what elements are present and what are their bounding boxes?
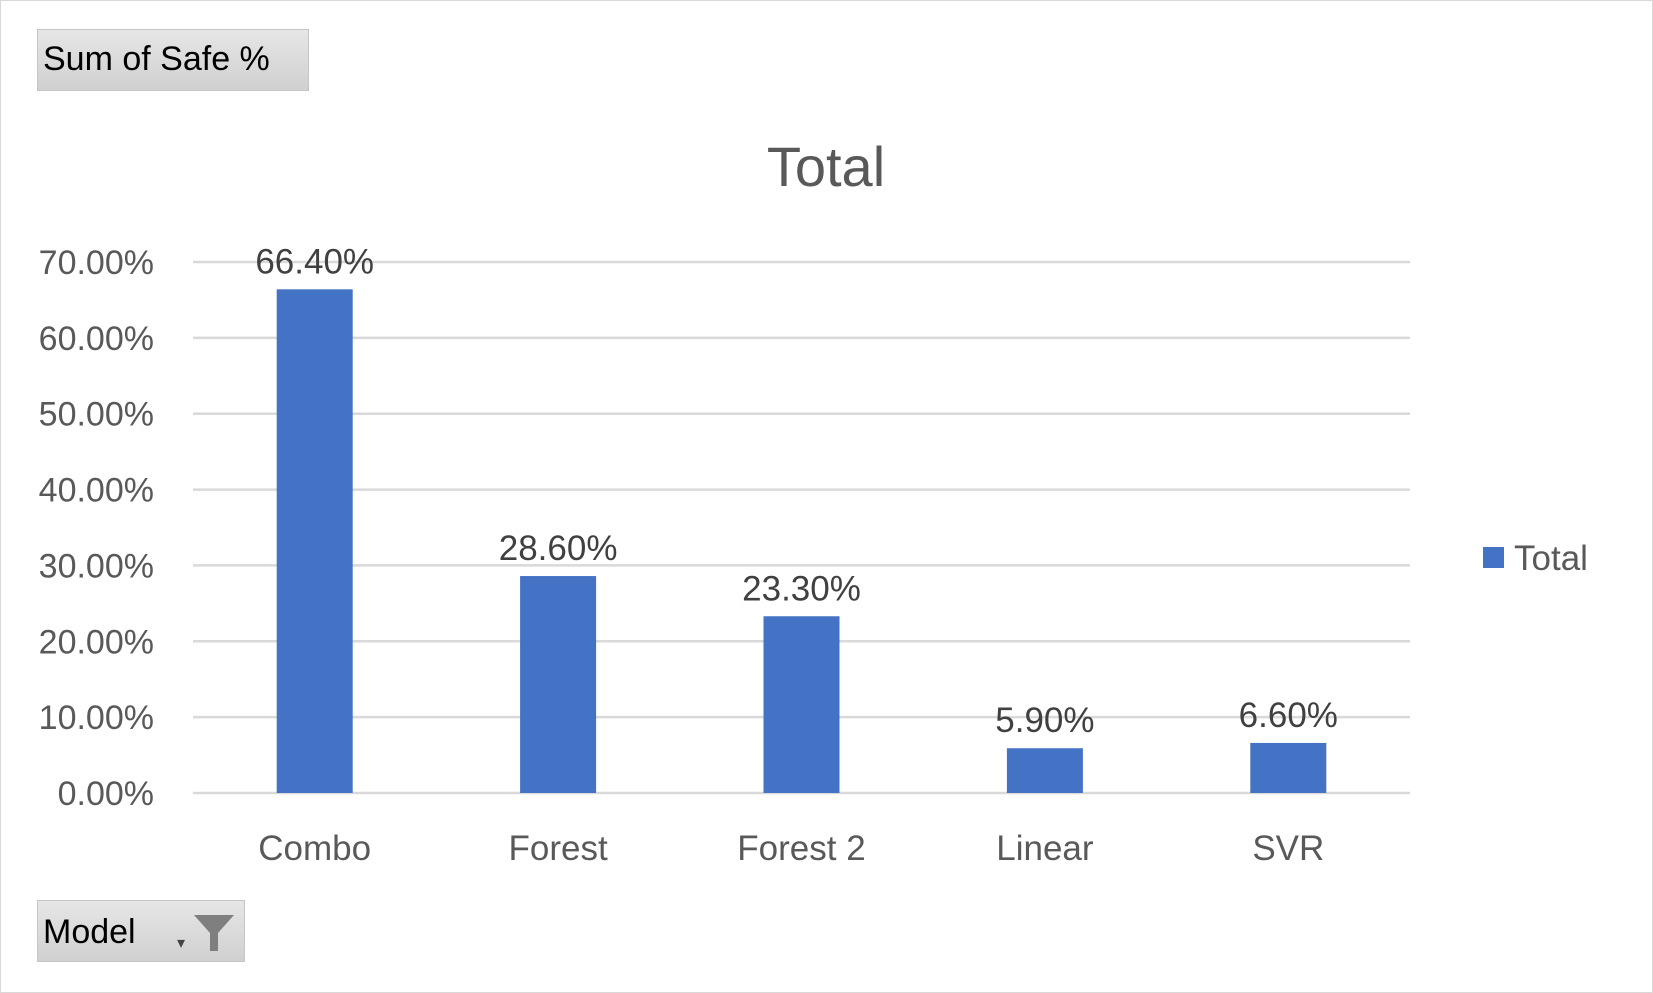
legend[interactable]: Total	[1483, 539, 1588, 578]
y-tick-label: 10.00%	[39, 699, 154, 737]
data-label: 28.60%	[499, 529, 618, 568]
legend-swatch	[1483, 547, 1504, 568]
y-tick-label: 20.00%	[39, 623, 154, 661]
y-tick-label: 70.00%	[39, 244, 154, 282]
category-label: SVR	[1252, 829, 1324, 868]
category-label: Combo	[258, 829, 371, 868]
axis-field-button[interactable]: Model ▾	[37, 900, 245, 962]
filter-icon[interactable]	[190, 913, 238, 953]
data-label: 6.60%	[1239, 696, 1338, 735]
bar[interactable]	[520, 576, 597, 793]
data-label: 23.30%	[742, 569, 861, 608]
axis-field-label: Model	[43, 913, 136, 951]
chart-title: Total	[767, 135, 885, 198]
dropdown-arrow-icon[interactable]: ▾	[177, 935, 186, 952]
value-field-button[interactable]: Sum of Safe %	[37, 29, 309, 91]
data-label: 5.90%	[995, 701, 1094, 740]
y-tick-label: 30.00%	[39, 547, 154, 585]
legend-label: Total	[1514, 539, 1588, 578]
y-tick-label: 60.00%	[39, 320, 154, 358]
y-tick-label: 0.00%	[58, 775, 154, 813]
category-label: Forest	[508, 829, 607, 868]
value-field-label: Sum of Safe %	[43, 40, 270, 78]
y-axis-tick-labels: 0.00% 10.00% 20.00% 30.00% 40.00% 50.00% 60.00…	[39, 244, 154, 813]
x-axis-category-labels: Combo Forest Forest 2 Linear SVR	[258, 829, 1324, 868]
bar[interactable]	[1006, 748, 1083, 793]
y-tick-label: 40.00%	[39, 472, 154, 510]
category-label: Forest 2	[737, 829, 865, 868]
bar[interactable]	[763, 616, 840, 793]
bar[interactable]	[1250, 742, 1327, 793]
bar[interactable]	[276, 289, 353, 793]
y-tick-label: 50.00%	[39, 396, 154, 434]
gridlines	[193, 260, 1410, 795]
category-label: Linear	[996, 829, 1094, 868]
bar-series	[276, 289, 1327, 793]
data-label: 66.40%	[255, 242, 374, 281]
data-labels: 66.40% 28.60% 23.30% 5.90% 6.60%	[255, 242, 1338, 740]
